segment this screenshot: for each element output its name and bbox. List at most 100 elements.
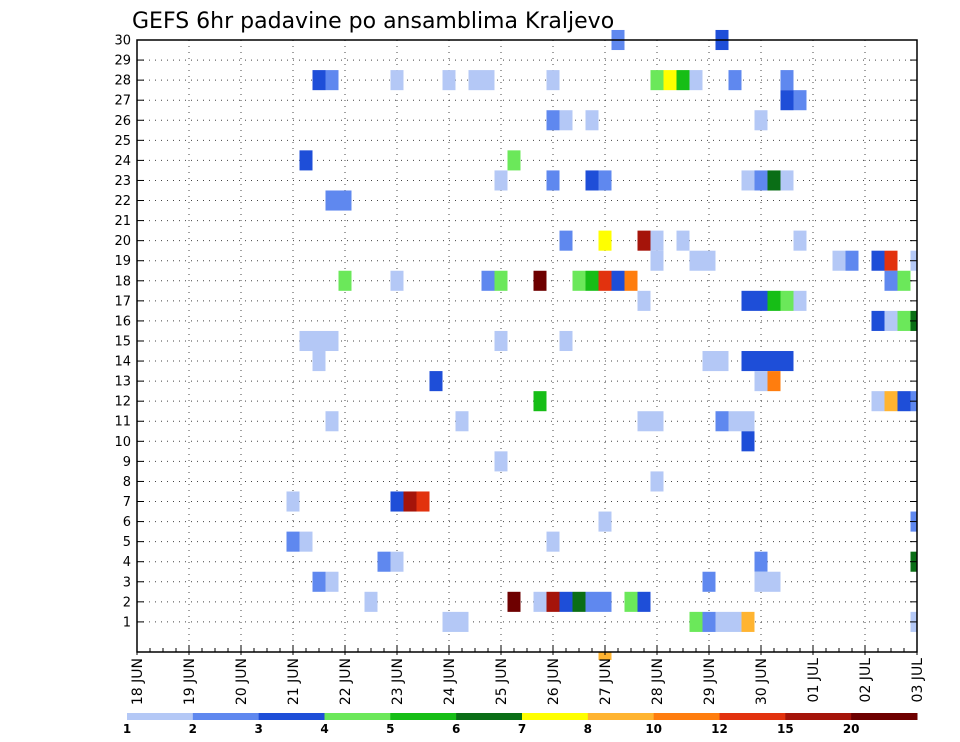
y-tick-label: 8 [123,475,131,490]
x-tick-label: 24 JUN [442,658,458,705]
precip-cell [897,270,911,291]
y-tick-label: 21 [114,214,131,229]
precip-cell [780,70,794,91]
plot-frame [136,39,918,653]
precip-cell [754,351,768,372]
x-tick-label: 21 JUN [286,658,302,705]
precip-cell [780,170,794,191]
precip-cell [754,110,768,131]
y-tick-label: 17 [114,294,131,309]
precip-cell [390,491,404,512]
y-tick-label: 9 [123,455,131,470]
precip-cell [715,411,729,432]
precip-cell [559,591,573,612]
precip-cell [429,371,443,392]
precip-cell [793,230,807,251]
y-tick-label: 14 [114,355,131,370]
y-tick-label: 20 [114,234,131,249]
precip-cell [624,591,638,612]
precip-cell [546,591,560,612]
precip-cell [650,250,664,271]
x-tick-label: 22 JUN [338,658,354,705]
legend-swatch [192,713,260,720]
precip-cell [702,611,716,632]
legend-label: 1 [123,722,131,736]
legend-swatch [258,713,325,720]
precip-cell [598,652,612,660]
legend-label: 2 [189,722,197,736]
legend-label: 8 [584,722,592,736]
precip-cell [455,611,469,632]
precip-cell [754,371,768,392]
precip-cell [767,170,781,191]
y-tick-label: 25 [114,134,131,149]
y-tick-label: 6 [123,515,131,530]
precip-cell [377,551,391,572]
precip-cell [325,411,339,432]
precip-cell [663,70,677,91]
precip-cell [793,290,807,311]
x-tick-label: 01 JUL [806,658,822,703]
precip-cell [546,70,560,91]
precip-cell [494,270,508,291]
precip-cell [299,330,313,352]
precip-cell [845,250,859,271]
precip-cell [494,451,508,472]
precip-cell [546,531,560,552]
precip-cell [767,290,781,311]
legend-label: 12 [711,722,728,736]
precip-cell [338,270,352,291]
precip-cell [754,290,768,311]
precip-cell [286,531,300,552]
precip-cell [871,250,885,271]
precip-cell [676,230,690,251]
precip-cell [455,411,469,432]
legend-label: 5 [386,722,394,736]
precip-cell [442,611,456,632]
legend-swatch [719,713,786,720]
y-tick-label: 5 [123,535,131,550]
y-tick-label: 24 [114,154,131,169]
precip-cell [728,611,742,632]
precip-cell [312,571,326,592]
precip-cell [637,591,651,612]
precip-cell [299,531,313,552]
x-tick-label: 18 JUN [130,658,146,705]
y-tick-label: 23 [114,174,131,189]
precip-cell [637,411,651,432]
legend-label: 3 [254,722,262,736]
y-tick-label: 19 [114,254,131,269]
precipitation-cells [286,29,917,660]
x-tick-label: 30 JUN [754,658,770,705]
precip-cell [897,391,911,412]
y-tick-label: 26 [114,114,131,129]
precip-cell [299,150,313,171]
y-tick-label: 12 [114,395,131,410]
precip-cell [533,591,547,612]
precip-cell [650,411,664,432]
precip-cell [325,70,339,91]
precip-cell [559,230,573,251]
precip-cell [741,290,755,311]
precip-cell [767,351,781,372]
precip-cell [702,250,716,271]
precip-cell [325,571,339,592]
precip-cell [598,591,612,612]
legend-swatch [851,713,918,720]
precip-cell [572,591,586,612]
precip-cell [585,170,599,191]
precip-cell [390,70,404,91]
precip-cell [533,270,547,291]
x-axis-ticks: 18 JUN 19 JUN 20 JUN 21 JUN 22 JUN 23 JUN 24 J… [130,645,926,705]
legend-swatch [587,713,655,720]
x-tick-label: 26 JUN [546,658,562,705]
precip-cell [780,90,794,111]
precip-cell [598,511,612,532]
precip-cell [533,391,547,412]
precip-cell [481,270,495,291]
precip-cell [468,70,482,91]
precip-cell [637,230,651,251]
precip-cell [585,270,599,291]
precip-cell [312,70,326,91]
precip-cell [728,411,742,432]
